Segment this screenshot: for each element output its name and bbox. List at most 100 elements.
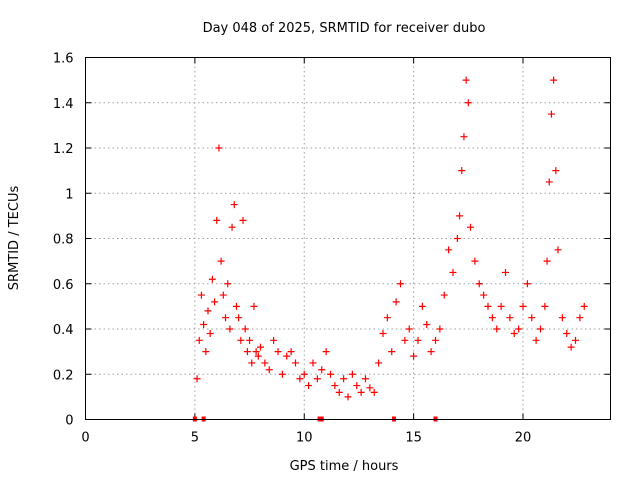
data-point bbox=[230, 201, 238, 209]
data-point bbox=[309, 359, 317, 367]
y-tick-label: 1.4 bbox=[53, 97, 74, 112]
data-point bbox=[467, 223, 474, 231]
data-point bbox=[204, 307, 212, 315]
data-point bbox=[547, 110, 555, 118]
data-point bbox=[287, 348, 295, 356]
data-point bbox=[379, 330, 387, 338]
data-point bbox=[327, 370, 334, 378]
data-point bbox=[388, 348, 396, 356]
data-point bbox=[462, 76, 470, 84]
data-point bbox=[313, 375, 321, 383]
data-point bbox=[392, 298, 400, 306]
x-ticks: 0 5 10 15 20 bbox=[81, 57, 532, 446]
data-point bbox=[543, 257, 551, 265]
data-point bbox=[257, 343, 264, 351]
data-point bbox=[464, 99, 472, 107]
data-point bbox=[401, 336, 409, 344]
data-point bbox=[436, 325, 444, 333]
data-point bbox=[296, 375, 304, 383]
data-point bbox=[250, 302, 258, 310]
data-point bbox=[580, 302, 588, 310]
data-point bbox=[453, 235, 461, 242]
data-point bbox=[362, 375, 369, 383]
y-tick-label: 0.4 bbox=[53, 323, 74, 338]
data-point bbox=[423, 320, 431, 328]
data-point bbox=[235, 314, 243, 322]
data-point bbox=[348, 370, 356, 378]
data-point bbox=[254, 352, 262, 360]
data-point bbox=[270, 336, 278, 344]
data-point bbox=[300, 370, 308, 378]
x-tick-label: 0 bbox=[81, 431, 89, 446]
x-tick-label: 15 bbox=[405, 431, 422, 446]
data-point bbox=[558, 314, 566, 322]
data-point bbox=[510, 330, 518, 338]
data-point bbox=[440, 291, 448, 299]
data-point bbox=[488, 314, 496, 322]
data-point bbox=[241, 325, 249, 333]
data-point bbox=[340, 375, 348, 383]
data-point bbox=[449, 268, 457, 276]
data-point bbox=[480, 291, 488, 299]
data-point bbox=[541, 302, 549, 310]
y-tick-label: 0.8 bbox=[53, 233, 74, 248]
plot-frame bbox=[85, 57, 611, 420]
data-point bbox=[515, 325, 523, 333]
data-point bbox=[537, 325, 544, 333]
x-tick-label: 10 bbox=[296, 431, 313, 446]
data-point bbox=[331, 382, 339, 390]
data-point bbox=[366, 384, 374, 392]
data-point bbox=[445, 246, 453, 254]
data-point bbox=[418, 302, 426, 310]
data-point bbox=[226, 325, 234, 333]
data-point bbox=[211, 298, 219, 306]
data-point bbox=[278, 370, 286, 378]
x-tick-label: 20 bbox=[515, 431, 532, 446]
grid bbox=[85, 57, 611, 420]
series-srmtid bbox=[193, 76, 588, 401]
data-point bbox=[497, 302, 505, 310]
data-point bbox=[228, 223, 236, 231]
data-point bbox=[197, 291, 205, 299]
data-point bbox=[193, 375, 201, 383]
data-point bbox=[344, 393, 352, 401]
data-point bbox=[213, 216, 221, 224]
data-point bbox=[217, 257, 225, 265]
data-point bbox=[195, 336, 203, 344]
data-point bbox=[458, 167, 466, 175]
data-point bbox=[475, 280, 483, 288]
data-point bbox=[383, 314, 391, 322]
y-tick-label: 1.6 bbox=[53, 52, 74, 67]
data-point bbox=[502, 268, 509, 276]
data-point bbox=[243, 348, 251, 356]
data-point bbox=[563, 330, 571, 338]
y-tick-label: 0 bbox=[65, 414, 73, 429]
data-point bbox=[353, 382, 361, 390]
data-point bbox=[550, 76, 558, 84]
y-tick-label: 1 bbox=[65, 187, 73, 202]
data-point bbox=[410, 352, 418, 360]
data-point bbox=[305, 382, 313, 390]
data-point bbox=[484, 302, 492, 310]
data-point bbox=[200, 320, 208, 328]
chart-title: Day 048 of 2025, SRMTID for receiver dub… bbox=[203, 21, 486, 36]
data-point bbox=[357, 388, 365, 396]
data-point bbox=[471, 257, 479, 265]
data-point bbox=[405, 325, 413, 333]
data-point bbox=[318, 366, 326, 374]
data-point bbox=[567, 343, 575, 351]
data-point bbox=[460, 133, 468, 141]
data-point bbox=[208, 275, 216, 283]
y-ticks: 0 0.2 0.4 0.6 0.8 1 1.2 1.4 1.6 bbox=[53, 52, 611, 429]
data-point bbox=[215, 144, 223, 152]
y-axis-label: SRMTID / TECUs bbox=[7, 186, 22, 291]
x-tick-label: 5 bbox=[191, 431, 199, 446]
data-point bbox=[335, 388, 343, 396]
data-point bbox=[397, 280, 404, 288]
data-point bbox=[370, 388, 378, 396]
data-point bbox=[493, 325, 501, 333]
data-point bbox=[572, 336, 579, 344]
data-point bbox=[261, 359, 269, 367]
